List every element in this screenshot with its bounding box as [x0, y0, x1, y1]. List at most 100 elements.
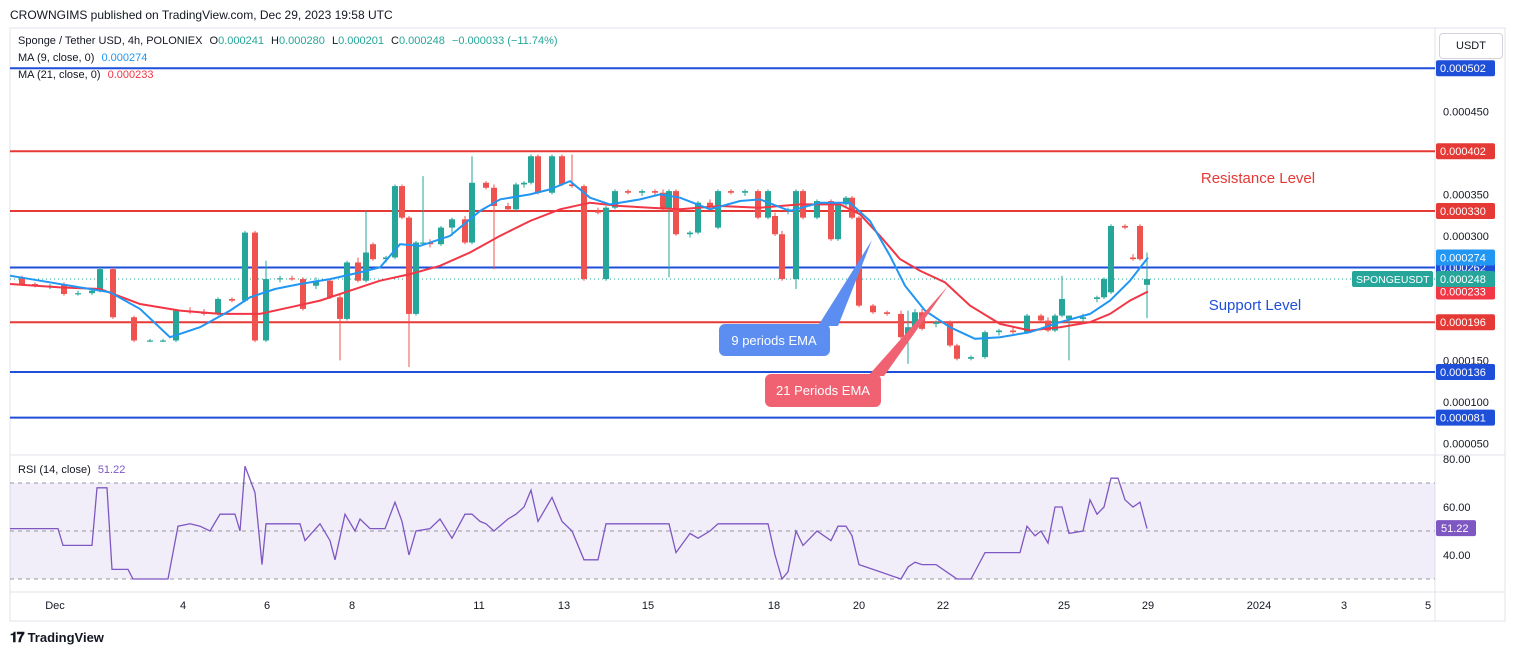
candle — [793, 189, 799, 290]
rsi-tick-label: 60.00 — [1443, 502, 1471, 514]
ohlc-open: O0.000241 — [210, 35, 264, 47]
candle — [147, 338, 153, 343]
candle-body — [363, 252, 369, 281]
tradingview-brand-text: TradingView — [27, 630, 104, 645]
candle-body — [1059, 298, 1065, 316]
candle — [870, 303, 876, 314]
candle-body — [483, 182, 489, 188]
candle — [462, 215, 468, 245]
symbol-name[interactable]: Sponge / Tether USD, 4h, POLONIEX — [18, 35, 203, 47]
level-tag-1-bg — [1436, 143, 1495, 160]
candle-body — [728, 191, 734, 193]
ema9-callout-text: 9 periods EMA — [731, 333, 817, 348]
rsi-current-tag-bg — [1436, 520, 1476, 537]
ohlc-open-value: 0.000241 — [218, 35, 264, 47]
rsi-line — [10, 465, 1148, 581]
candle — [982, 330, 988, 359]
ma9-legend[interactable]: MA (9, close, 0) 0.000274 — [18, 52, 151, 64]
candle — [715, 189, 721, 230]
time-tick-label: 3 — [1341, 600, 1347, 612]
rsi-legend-label: RSI (14, close) — [18, 464, 91, 476]
ema21-callout: 21 Periods EMA — [765, 286, 948, 407]
candle — [772, 212, 778, 236]
time-tick-label: 22 — [937, 600, 949, 612]
candle — [337, 294, 343, 361]
ohlc-high-value: 0.000280 — [278, 35, 325, 47]
candle-body — [954, 345, 960, 359]
candle-body — [996, 330, 1002, 333]
moving-averages — [9, 179, 1149, 340]
horizontal-levels — [10, 67, 1435, 419]
ma9-tag-text: 0.000274 — [1440, 252, 1486, 264]
candle — [1130, 254, 1136, 261]
candle-body — [982, 332, 988, 358]
candle — [75, 290, 81, 296]
ma21-legend[interactable]: MA (21, close, 0) 0.000233 — [18, 69, 158, 81]
candle — [1144, 252, 1150, 319]
rsi-current-tag-text: 51.22 — [1441, 523, 1469, 535]
candle — [933, 320, 939, 328]
candle — [483, 181, 489, 190]
time-tick-label: 6 — [264, 600, 270, 612]
rsi-pane: 80.00 60.00 40.00 51.22 — [10, 454, 1476, 581]
candle-body — [173, 310, 179, 341]
candle-body — [559, 156, 565, 185]
candle — [173, 308, 179, 343]
candle-body — [849, 197, 855, 218]
candle-body — [755, 191, 761, 218]
ema9-callout-pointer — [818, 240, 872, 326]
candle — [581, 184, 587, 281]
candle-body — [1066, 315, 1072, 319]
candle-body — [505, 206, 511, 210]
price-tick-label: 0.000450 — [1443, 106, 1489, 118]
level-tag-2-text: 0.000330 — [1440, 206, 1486, 218]
candle — [728, 189, 734, 195]
candle — [215, 297, 221, 316]
ma9-tag-bg — [1436, 249, 1495, 266]
candle-body — [263, 279, 269, 341]
candle — [884, 310, 890, 316]
ohlc-low-value: 0.000201 — [338, 35, 384, 47]
candle-body — [898, 313, 904, 338]
tradingview-logo: 𝟏𝟕 TradingView — [10, 629, 104, 646]
candle — [1101, 277, 1107, 299]
currency-button[interactable]: USDT — [1439, 33, 1503, 59]
candle — [449, 217, 455, 236]
level-tag-6-bg — [1436, 409, 1495, 426]
time-tick-label: 5 — [1425, 600, 1431, 612]
candle — [399, 184, 405, 220]
candle — [1108, 224, 1114, 294]
ohlc-change: −0.000033 (−11.74%) — [451, 35, 558, 47]
candle — [505, 202, 511, 211]
candle-body — [337, 297, 343, 319]
ma9-line — [9, 179, 1149, 340]
symbol-tag: SPONGEUSDT — [1352, 271, 1433, 288]
ma9-tag: 0.000274 — [1436, 249, 1495, 266]
candle-body — [707, 202, 713, 207]
price-tick-label: 0.000050 — [1443, 438, 1489, 450]
candle-body — [1094, 297, 1100, 299]
candle-body — [884, 312, 890, 314]
candle-body — [462, 219, 468, 243]
candle-body — [603, 207, 609, 280]
level-tag-2-bg — [1436, 203, 1495, 219]
candle-body — [355, 262, 361, 281]
candle — [521, 181, 527, 188]
candle-body — [793, 191, 799, 280]
candle — [370, 242, 376, 261]
symbol-legend: Sponge / Tether USD, 4h, POLONIEX O0.000… — [18, 35, 562, 47]
time-tick-label: 2024 — [1247, 600, 1271, 612]
candlesticks — [19, 154, 1150, 368]
rsi-legend-value: 51.22 — [97, 464, 126, 476]
level-tag-1: 0.000402 — [1436, 143, 1495, 160]
rsi-legend[interactable]: RSI (14, close) 51.22 — [18, 464, 125, 476]
ma21-tag-text: 0.000233 — [1440, 287, 1486, 299]
candle-body — [300, 279, 306, 309]
candle — [765, 189, 771, 220]
level-tag-5-bg — [1436, 364, 1495, 381]
candle — [898, 310, 904, 339]
candle-body — [19, 277, 25, 285]
candle-body — [1144, 279, 1150, 285]
level-tag-2: 0.000330 — [1436, 203, 1495, 219]
